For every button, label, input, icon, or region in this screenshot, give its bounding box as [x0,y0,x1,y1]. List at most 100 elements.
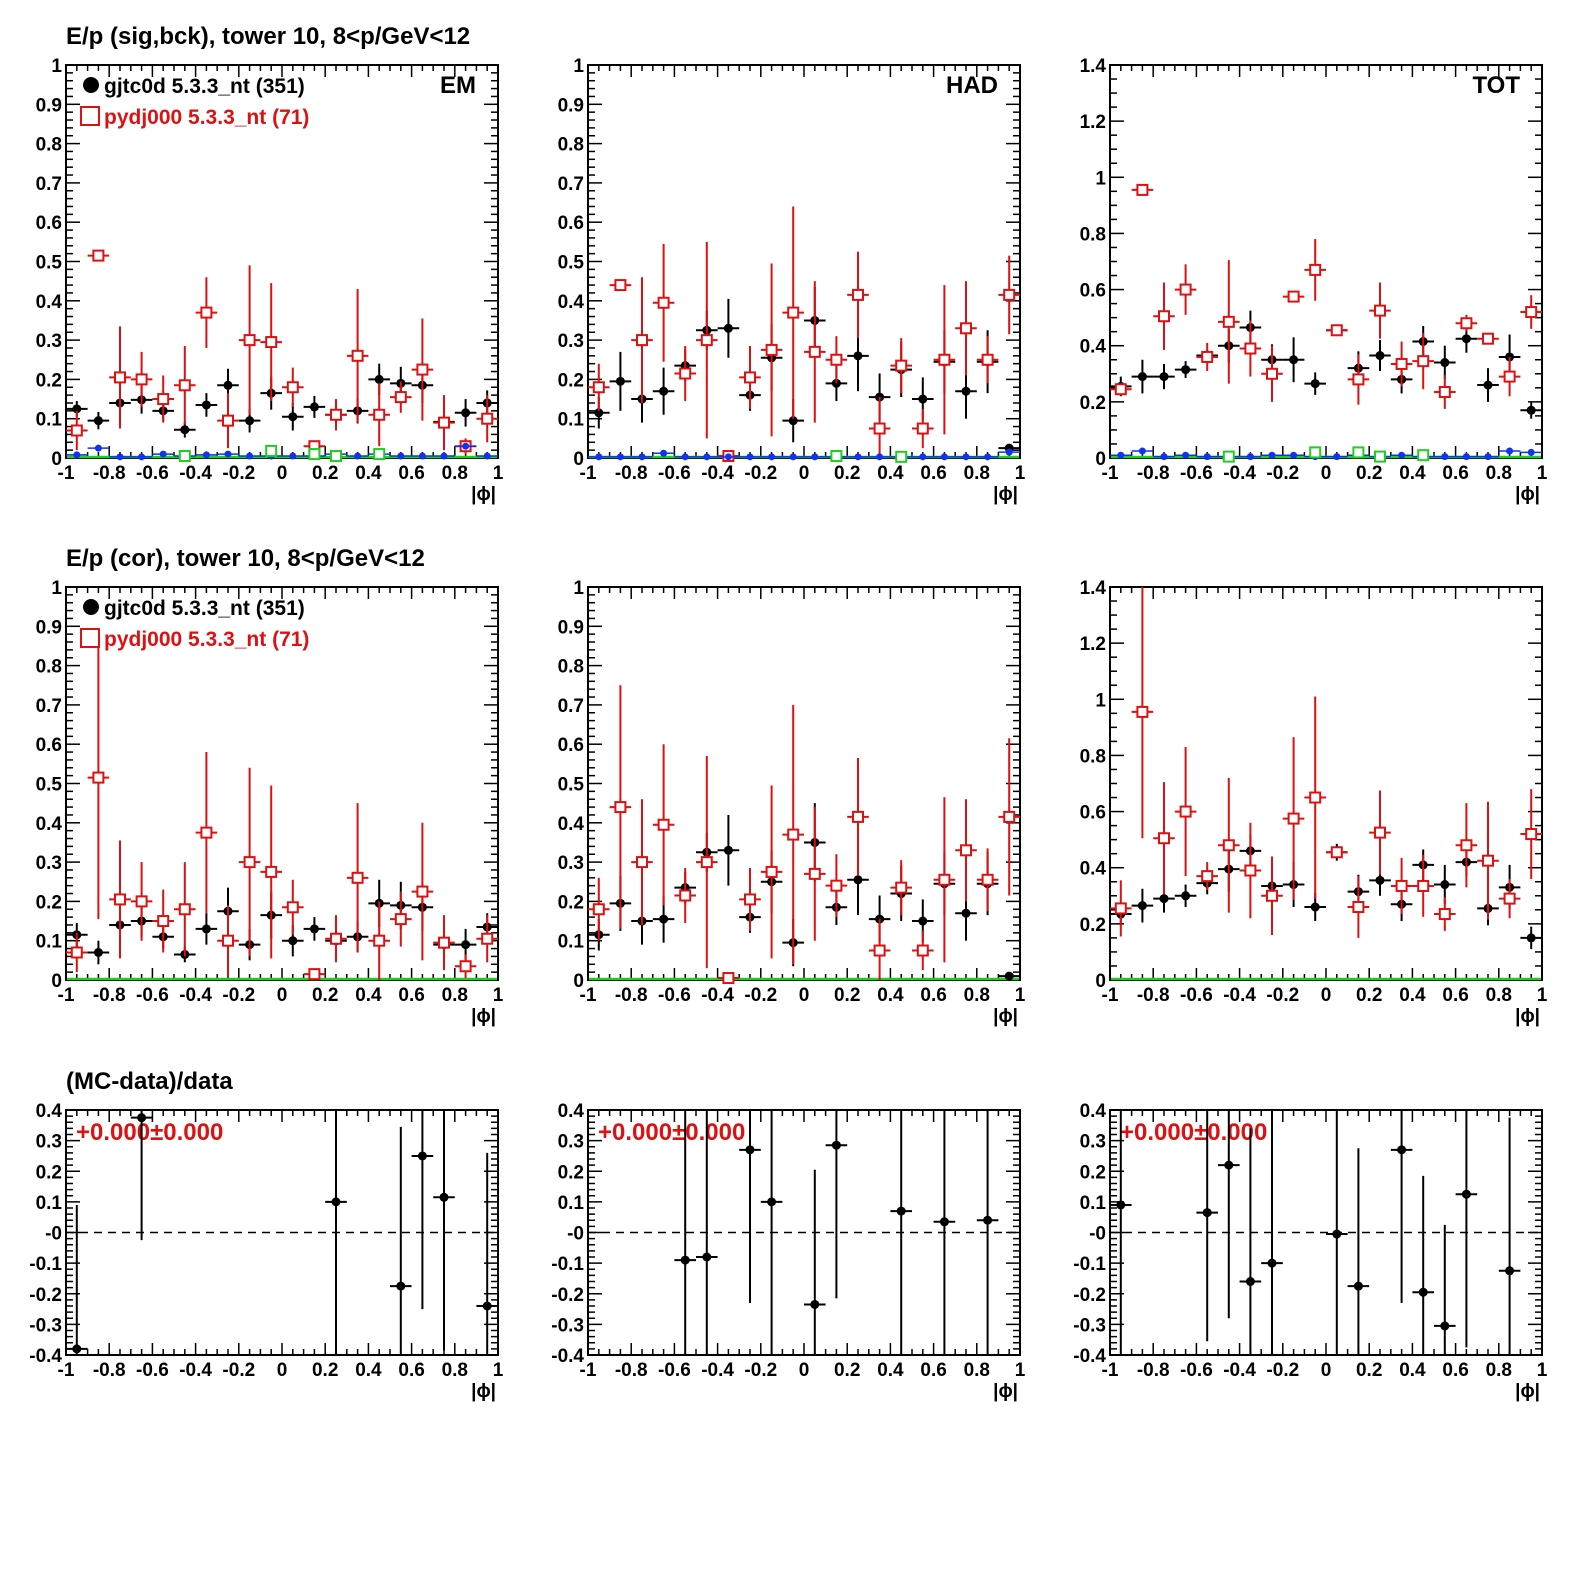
y-tick-label: 0.9 [558,617,584,638]
mc-point [1201,870,1214,883]
data-point [1159,894,1169,904]
x-tick-label: 0.4 [355,1360,382,1381]
row1-title: E/p (sig,bck), tower 10, 8<p/GeV<12 [66,23,470,50]
x-tick-label: 0.6 [1442,985,1468,1006]
series-1 [1110,587,1542,938]
bg-data-point [246,452,254,460]
bg-mc-point [178,450,191,463]
mc-point [592,903,605,916]
y-tick-label: -0.1 [1073,1254,1106,1275]
y-tick-label: -0.3 [551,1315,584,1336]
data-point [245,416,255,426]
data-point [1116,1200,1126,1210]
x-tick-label: -0.4 [1223,463,1256,484]
mc-point [135,895,148,908]
mc-point [895,881,908,894]
mc-point [636,334,648,347]
y-tick-label: 0.1 [36,410,63,431]
legend-data-marker [83,599,99,615]
y-tick-label: 0.2 [36,370,62,391]
mc-point [243,856,256,869]
mc-point [981,353,994,366]
y-tick-label: -0.4 [1073,1346,1106,1367]
y-tick-label: 0.8 [558,135,584,156]
data-point [93,416,103,426]
x-tick-label: 0.8 [1486,463,1512,484]
x-tick-label: 0.2 [1356,463,1382,484]
x-axis-label: |ϕ| [471,484,496,505]
data-point [723,845,733,855]
mc-point [243,334,256,347]
x-tick-label: 0.4 [355,463,382,484]
x-tick-label: -0.4 [179,985,212,1006]
x-tick-label: 0.8 [442,1360,468,1381]
plot-frame [1109,64,1543,459]
x-tick-label: 1 [493,985,504,1006]
y-tick-label: 0.4 [1080,859,1107,880]
x-tick-label: 0.4 [355,985,382,1006]
x-tick-label: -0.8 [615,985,648,1006]
y-tick-label: 0.7 [558,174,584,195]
panel-r1c2: -1 -0.8 -0.6 -0.4 -0.2 0 0.2 0.4 0.6 0.8 1|ϕ|00.10… [558,56,1026,505]
mc-point [1158,310,1170,323]
mc-point [265,865,278,878]
y-tick-label: 0.3 [558,853,584,874]
mc-point [636,856,648,869]
data-point [93,947,103,957]
y-tick-label: 0.1 [1080,1193,1107,1214]
y-tick-label: 0.3 [1080,1132,1106,1153]
x-tick-label: 0.6 [920,1360,946,1381]
bg-data-point [440,452,448,460]
y-tick-label: -0.1 [551,1254,584,1275]
bg-data-point [1333,453,1341,461]
data-point [1310,902,1320,912]
x-tick-label: -0.4 [1223,985,1256,1006]
x-tick-label: 0.2 [312,985,338,1006]
legend-mc-marker [80,628,100,648]
x-tick-label: -0.6 [136,985,169,1006]
y-tick-label: 0.1 [36,932,63,953]
x-tick-label: -0.6 [1180,1360,1213,1381]
y-tick-label: 0.6 [1080,803,1106,824]
x-tick-label: 0 [277,1360,288,1381]
x-tick-label: -1 [58,463,75,484]
y-tick-label: 0 [573,449,584,470]
x-tick-label: 0.2 [834,1360,860,1381]
x-tick-label: 0.6 [920,985,946,1006]
y-tick-label: -0.3 [29,1315,62,1336]
mc-point [852,810,864,823]
fit-result-label: +0.000±0.000 [76,1119,223,1146]
bg-data-point [1484,453,1492,461]
mc-point [981,873,994,886]
x-tick-label: -1 [58,1360,75,1381]
mc-point [438,416,450,429]
mc-point [1309,263,1322,276]
y-tick-label: 0.2 [36,892,62,913]
bg-data-point [483,452,491,460]
panel-r2c2: -1 -0.8 -0.6 -0.4 -0.2 0 0.2 0.4 0.6 0.8 1|ϕ|00.10… [558,578,1026,1027]
y-tick-label: -0.2 [29,1285,62,1306]
mc-point [394,391,407,404]
bg-mc-point [830,450,843,463]
x-tick-label: -0.4 [701,1360,734,1381]
mc-point [830,879,843,892]
mc-point [700,856,713,869]
x-tick-label: 0.8 [964,985,990,1006]
bg-data-point [1005,448,1013,456]
x-tick-label: -0.6 [136,1360,169,1381]
x-tick-label: 0.2 [312,463,338,484]
mc-point [286,901,299,914]
series-3 [830,450,908,463]
mc-point [1114,383,1127,396]
panel-tag: TOT [1472,72,1520,99]
data-point [659,386,669,396]
x-tick-label: 0.4 [1399,985,1426,1006]
x-tick-label: -0.4 [179,1360,212,1381]
x-axis-label: |ϕ| [1515,1006,1540,1027]
y-tick-label: -0 [1089,1224,1106,1245]
legend-data-marker [83,77,99,93]
y-tick-label: 1 [51,578,62,599]
y-tick-label: 0.2 [558,892,584,913]
mc-point [916,422,929,435]
data-point [1289,355,1299,365]
